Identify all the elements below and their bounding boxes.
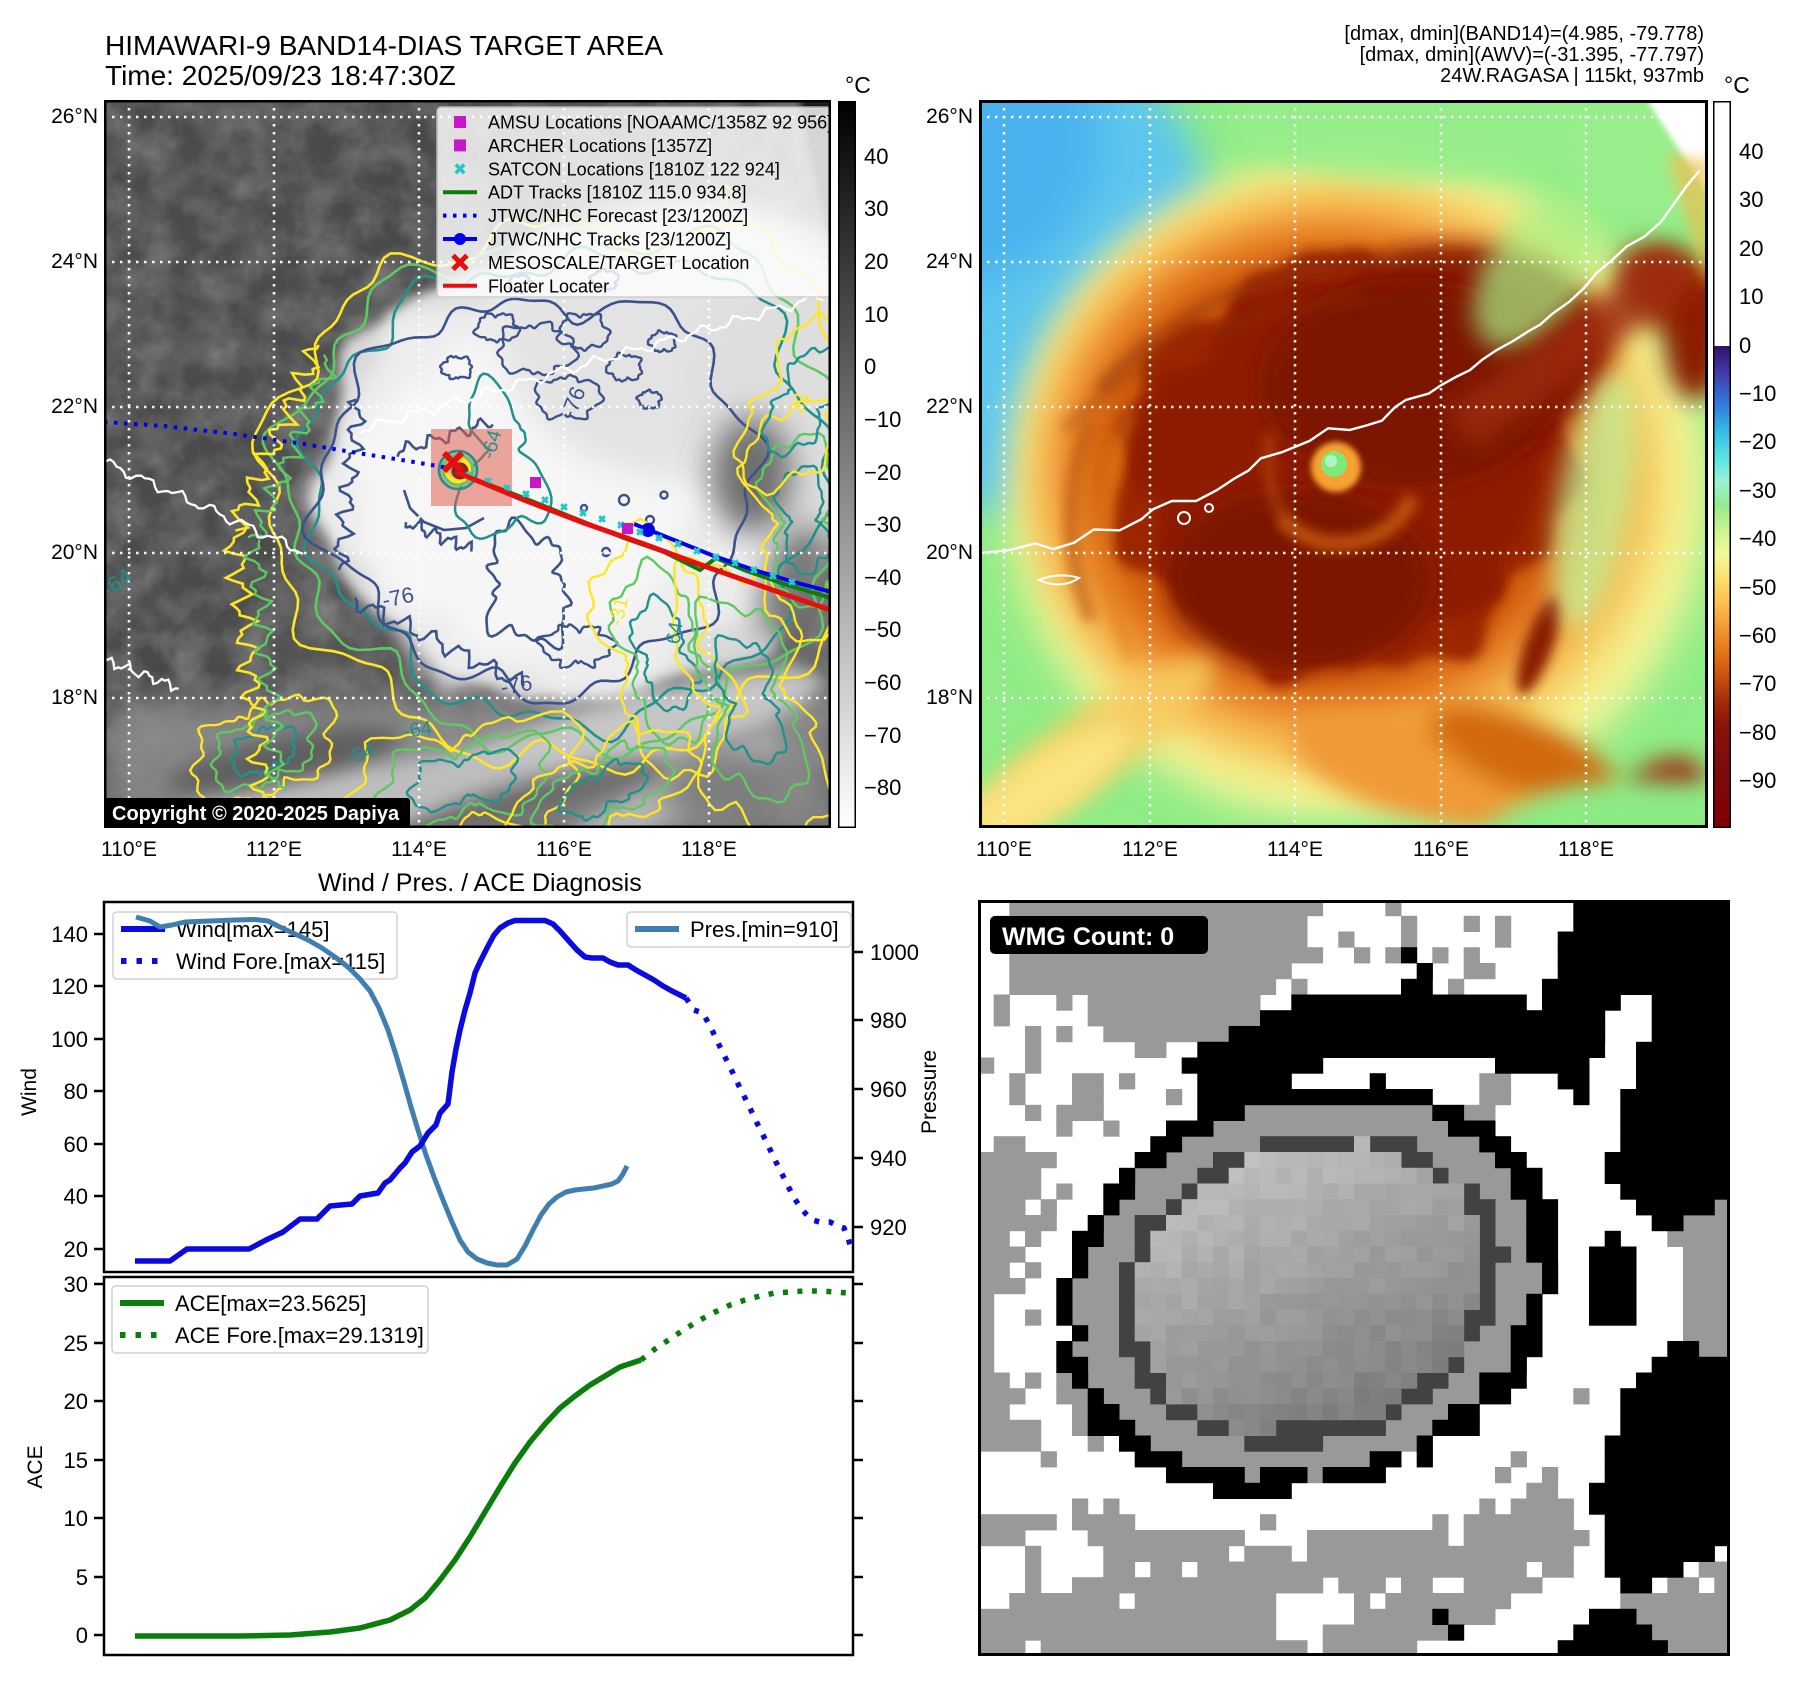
svg-text:40: 40 xyxy=(64,1184,88,1209)
svg-text:SATCON Locations [1810Z 122 92: SATCON Locations [1810Z 122 924] xyxy=(488,159,780,179)
svg-text:0: 0 xyxy=(76,1623,88,1648)
svg-text:15: 15 xyxy=(64,1448,88,1473)
svg-text:AMSU Locations [NOAAMC/1358Z 9: AMSU Locations [NOAAMC/1358Z 92 956] xyxy=(488,113,831,133)
svg-text:Pres.[min=910]: Pres.[min=910] xyxy=(690,917,839,942)
svg-text:MESOSCALE/TARGET Location: MESOSCALE/TARGET Location xyxy=(488,253,749,273)
svg-text:JTWC/NHC Tracks [23/1200Z]: JTWC/NHC Tracks [23/1200Z] xyxy=(488,230,731,250)
svg-text:JTWC/NHC Forecast [23/1200Z]: JTWC/NHC Forecast [23/1200Z] xyxy=(488,206,748,226)
svg-text:120: 120 xyxy=(51,974,88,999)
svg-text:5: 5 xyxy=(76,1565,88,1590)
svg-text:920: 920 xyxy=(870,1215,907,1240)
svg-text:940: 940 xyxy=(870,1146,907,1171)
svg-text:30: 30 xyxy=(64,1272,88,1297)
svg-text:960: 960 xyxy=(870,1077,907,1102)
svg-text:ARCHER Locations [1357Z]: ARCHER Locations [1357Z] xyxy=(488,136,712,156)
svg-text:ADT Tracks [1810Z 115.0 934.8]: ADT Tracks [1810Z 115.0 934.8] xyxy=(488,183,746,203)
svg-text:WMG Count: 0: WMG Count: 0 xyxy=(1002,923,1174,951)
svg-text:Pressure: Pressure xyxy=(918,1050,941,1134)
svg-text:25: 25 xyxy=(64,1331,88,1356)
svg-text:10: 10 xyxy=(64,1506,88,1531)
svg-text:60: 60 xyxy=(64,1132,88,1157)
svg-text:ACE[max=23.5625]: ACE[max=23.5625] xyxy=(175,1291,366,1316)
svg-text:Floater Locater: Floater Locater xyxy=(488,276,609,296)
svg-text:64: 64 xyxy=(662,620,688,646)
svg-text:20: 20 xyxy=(64,1237,88,1262)
svg-text:140: 140 xyxy=(51,922,88,947)
svg-text:ACE: ACE xyxy=(24,1445,47,1488)
svg-text:-76: -76 xyxy=(499,670,535,700)
svg-text:Wind: Wind xyxy=(18,1068,41,1116)
svg-text:Copyright © 2020-2025 Dapiya: Copyright © 2020-2025 Dapiya xyxy=(112,803,400,825)
svg-text:100: 100 xyxy=(51,1027,88,1052)
svg-text:1000: 1000 xyxy=(870,940,919,965)
svg-text:-64: -64 xyxy=(402,717,434,743)
svg-text:ACE Fore.[max=29.1319]: ACE Fore.[max=29.1319] xyxy=(175,1323,424,1348)
svg-text:80: 80 xyxy=(64,1079,88,1104)
svg-text:20: 20 xyxy=(64,1389,88,1414)
svg-text:980: 980 xyxy=(870,1008,907,1033)
